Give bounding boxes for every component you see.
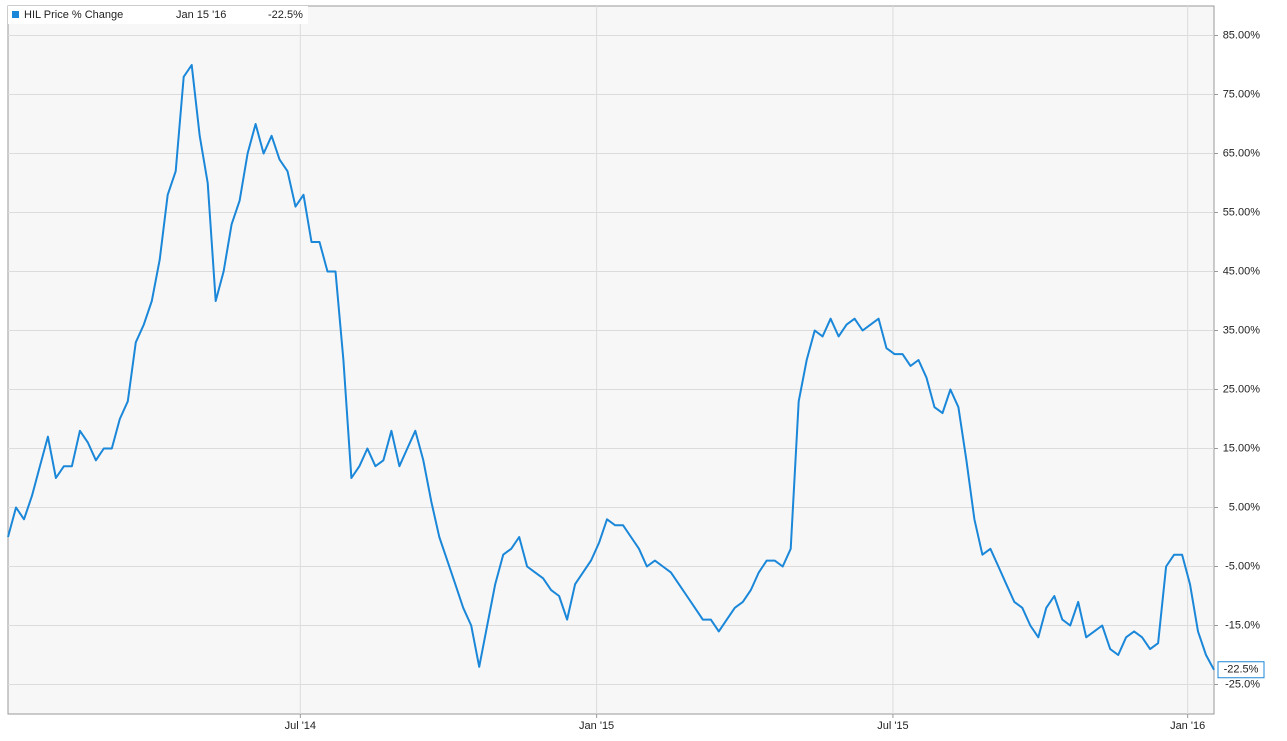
y-tick-label: 75.00% <box>1223 88 1261 100</box>
legend-value: -22.5% <box>268 9 303 21</box>
y-tick-label: -25.0% <box>1225 678 1260 690</box>
series <box>7 64 1215 671</box>
y-tick-label: 45.00% <box>1223 265 1261 277</box>
y-tick-label: 5.00% <box>1229 501 1260 513</box>
legend-date: Jan 15 '16 <box>176 9 226 21</box>
y-tick-label: 35.00% <box>1223 324 1261 336</box>
x-tick-label: Jan '16 <box>1170 720 1205 732</box>
plot-area <box>7 5 1215 715</box>
x-tick-label: Jul '15 <box>877 720 908 732</box>
legend-box <box>8 6 308 24</box>
x-tick-label: Jan '15 <box>579 720 614 732</box>
y-tick-label: -5.00% <box>1225 560 1260 572</box>
legend-swatch <box>12 11 19 18</box>
x-tick-label: Jul '14 <box>285 720 316 732</box>
y-tick-label: 25.00% <box>1223 383 1261 395</box>
y-tick-label: -15.0% <box>1225 619 1260 631</box>
end-label: -22.5% <box>1224 664 1259 676</box>
y-tick-label: 85.00% <box>1223 29 1261 41</box>
legend-label: HIL Price % Change <box>24 9 123 21</box>
y-tick-label: 55.00% <box>1223 206 1261 218</box>
end-label-box <box>1217 661 1265 679</box>
y-tick-label: 15.00% <box>1223 442 1261 454</box>
price-line <box>7 64 1215 671</box>
grid <box>8 6 1214 714</box>
y-tick-label: 65.00% <box>1223 147 1261 159</box>
